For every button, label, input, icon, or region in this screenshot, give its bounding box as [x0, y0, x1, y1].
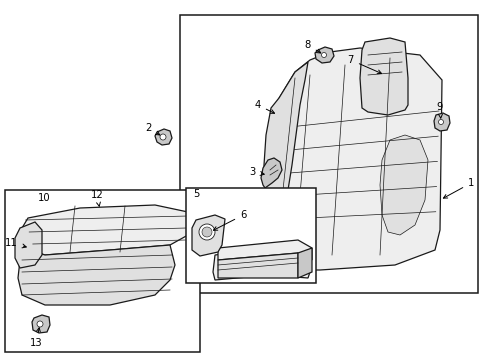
Polygon shape — [213, 248, 309, 280]
Polygon shape — [433, 113, 449, 131]
Polygon shape — [18, 245, 175, 305]
Circle shape — [199, 224, 215, 240]
Polygon shape — [218, 253, 297, 278]
Circle shape — [438, 120, 443, 125]
Text: 1: 1 — [443, 178, 473, 198]
Text: 8: 8 — [304, 40, 320, 53]
Polygon shape — [261, 158, 282, 188]
Circle shape — [202, 227, 212, 237]
Polygon shape — [269, 48, 441, 270]
Text: 9: 9 — [436, 102, 442, 118]
Bar — [5, 190, 200, 352]
Polygon shape — [314, 47, 333, 63]
Text: 11: 11 — [5, 238, 26, 248]
Polygon shape — [192, 215, 224, 256]
Text: 2: 2 — [145, 123, 160, 135]
Polygon shape — [297, 248, 311, 278]
Polygon shape — [32, 315, 50, 333]
Text: 6: 6 — [213, 210, 246, 230]
Circle shape — [321, 53, 326, 58]
Bar — [185, 188, 315, 283]
Polygon shape — [155, 129, 172, 145]
Text: 4: 4 — [254, 100, 274, 113]
Text: 5: 5 — [192, 189, 199, 199]
Polygon shape — [218, 240, 311, 260]
Circle shape — [37, 321, 43, 327]
Polygon shape — [379, 135, 427, 235]
Text: 7: 7 — [347, 55, 381, 74]
Polygon shape — [264, 62, 307, 225]
Text: 3: 3 — [249, 167, 264, 177]
Polygon shape — [359, 38, 407, 115]
Text: 13: 13 — [30, 328, 42, 348]
Polygon shape — [22, 205, 187, 255]
Text: 12: 12 — [90, 190, 103, 206]
Circle shape — [160, 134, 165, 140]
Polygon shape — [15, 222, 42, 268]
Text: 10: 10 — [38, 193, 50, 203]
Bar — [180, 15, 477, 293]
